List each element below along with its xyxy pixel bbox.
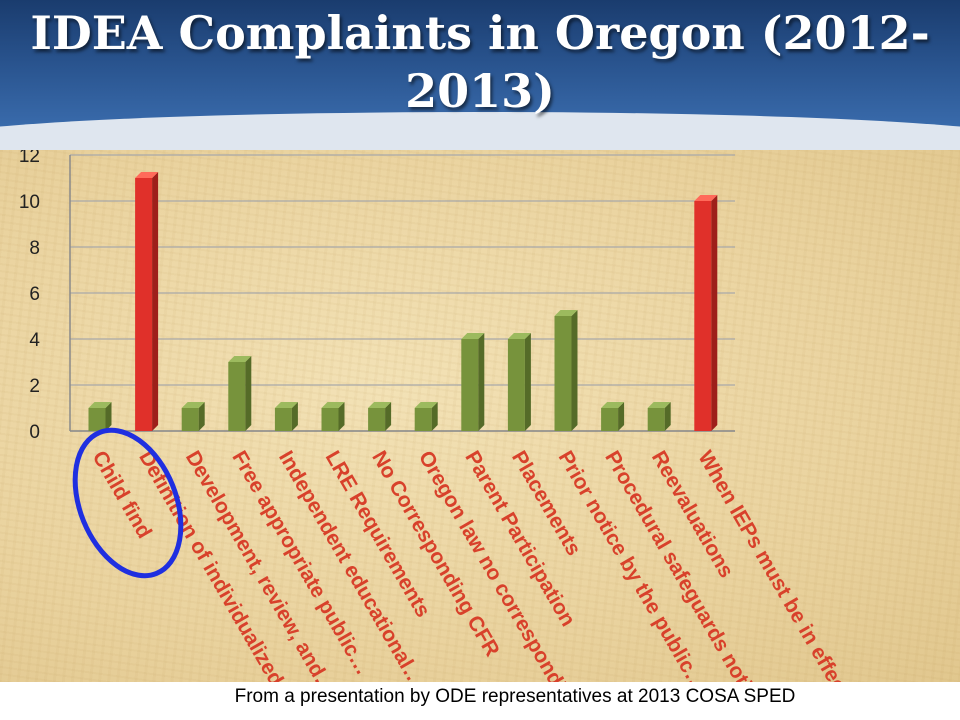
bar-side — [478, 333, 485, 431]
bar — [601, 408, 619, 431]
bar-side — [198, 402, 205, 431]
bar — [274, 408, 292, 431]
bar — [694, 201, 712, 431]
bar — [414, 408, 432, 431]
title-bar — [0, 0, 960, 150]
y-tick-label: 10 — [19, 192, 40, 213]
bar — [228, 362, 246, 431]
bar-side — [431, 402, 438, 431]
bar-side — [711, 195, 718, 431]
chart-panel: 0 2 4 6 8 10 12 Child find Definition of individ… — [0, 150, 960, 682]
bar — [368, 408, 386, 431]
bar-top — [321, 402, 345, 408]
bar-side — [664, 402, 671, 431]
bar-side — [571, 310, 578, 431]
highlight-ellipse — [72, 427, 184, 579]
bar-top — [507, 333, 531, 339]
y-tick-label: 12 — [19, 150, 40, 167]
y-tick-label: 8 — [29, 238, 40, 259]
y-tick-label: 2 — [29, 376, 40, 397]
bar — [88, 408, 106, 431]
bar-top — [461, 333, 485, 339]
bar-top — [694, 195, 718, 201]
bar-side — [618, 402, 625, 431]
bar-top — [88, 402, 112, 408]
bar-top — [601, 402, 625, 408]
y-tick-label: 6 — [29, 284, 40, 305]
bar — [554, 316, 572, 431]
bar — [321, 408, 339, 431]
bar-top — [274, 402, 298, 408]
bar — [507, 339, 525, 431]
source-caption: From a presentation by ODE representativ… — [234, 686, 796, 707]
bar-top — [181, 402, 205, 408]
bar-top — [647, 402, 671, 408]
bar — [181, 408, 199, 431]
slide-title-line-1: IDEA Complaints in Oregon (2012- — [30, 6, 930, 60]
bar-top — [414, 402, 438, 408]
bar-top — [554, 310, 578, 316]
bar-top — [228, 356, 252, 362]
bar — [461, 339, 479, 431]
bar — [647, 408, 665, 431]
slide-title: IDEA Complaints in Oregon (2012- 2013) — [0, 0, 960, 120]
bar — [135, 178, 153, 431]
bar-side — [245, 356, 252, 431]
bar-top — [368, 402, 392, 408]
bar-side — [152, 172, 159, 431]
bar-side — [291, 402, 298, 431]
bar-top — [135, 172, 159, 178]
bar-side — [105, 402, 112, 431]
bar-side — [524, 333, 531, 431]
y-tick-label: 0 — [29, 422, 40, 443]
slide-title-line-2: 2013) — [405, 64, 555, 118]
y-tick-label: 4 — [29, 330, 40, 351]
bar-side — [338, 402, 345, 431]
bar-side — [385, 402, 392, 431]
